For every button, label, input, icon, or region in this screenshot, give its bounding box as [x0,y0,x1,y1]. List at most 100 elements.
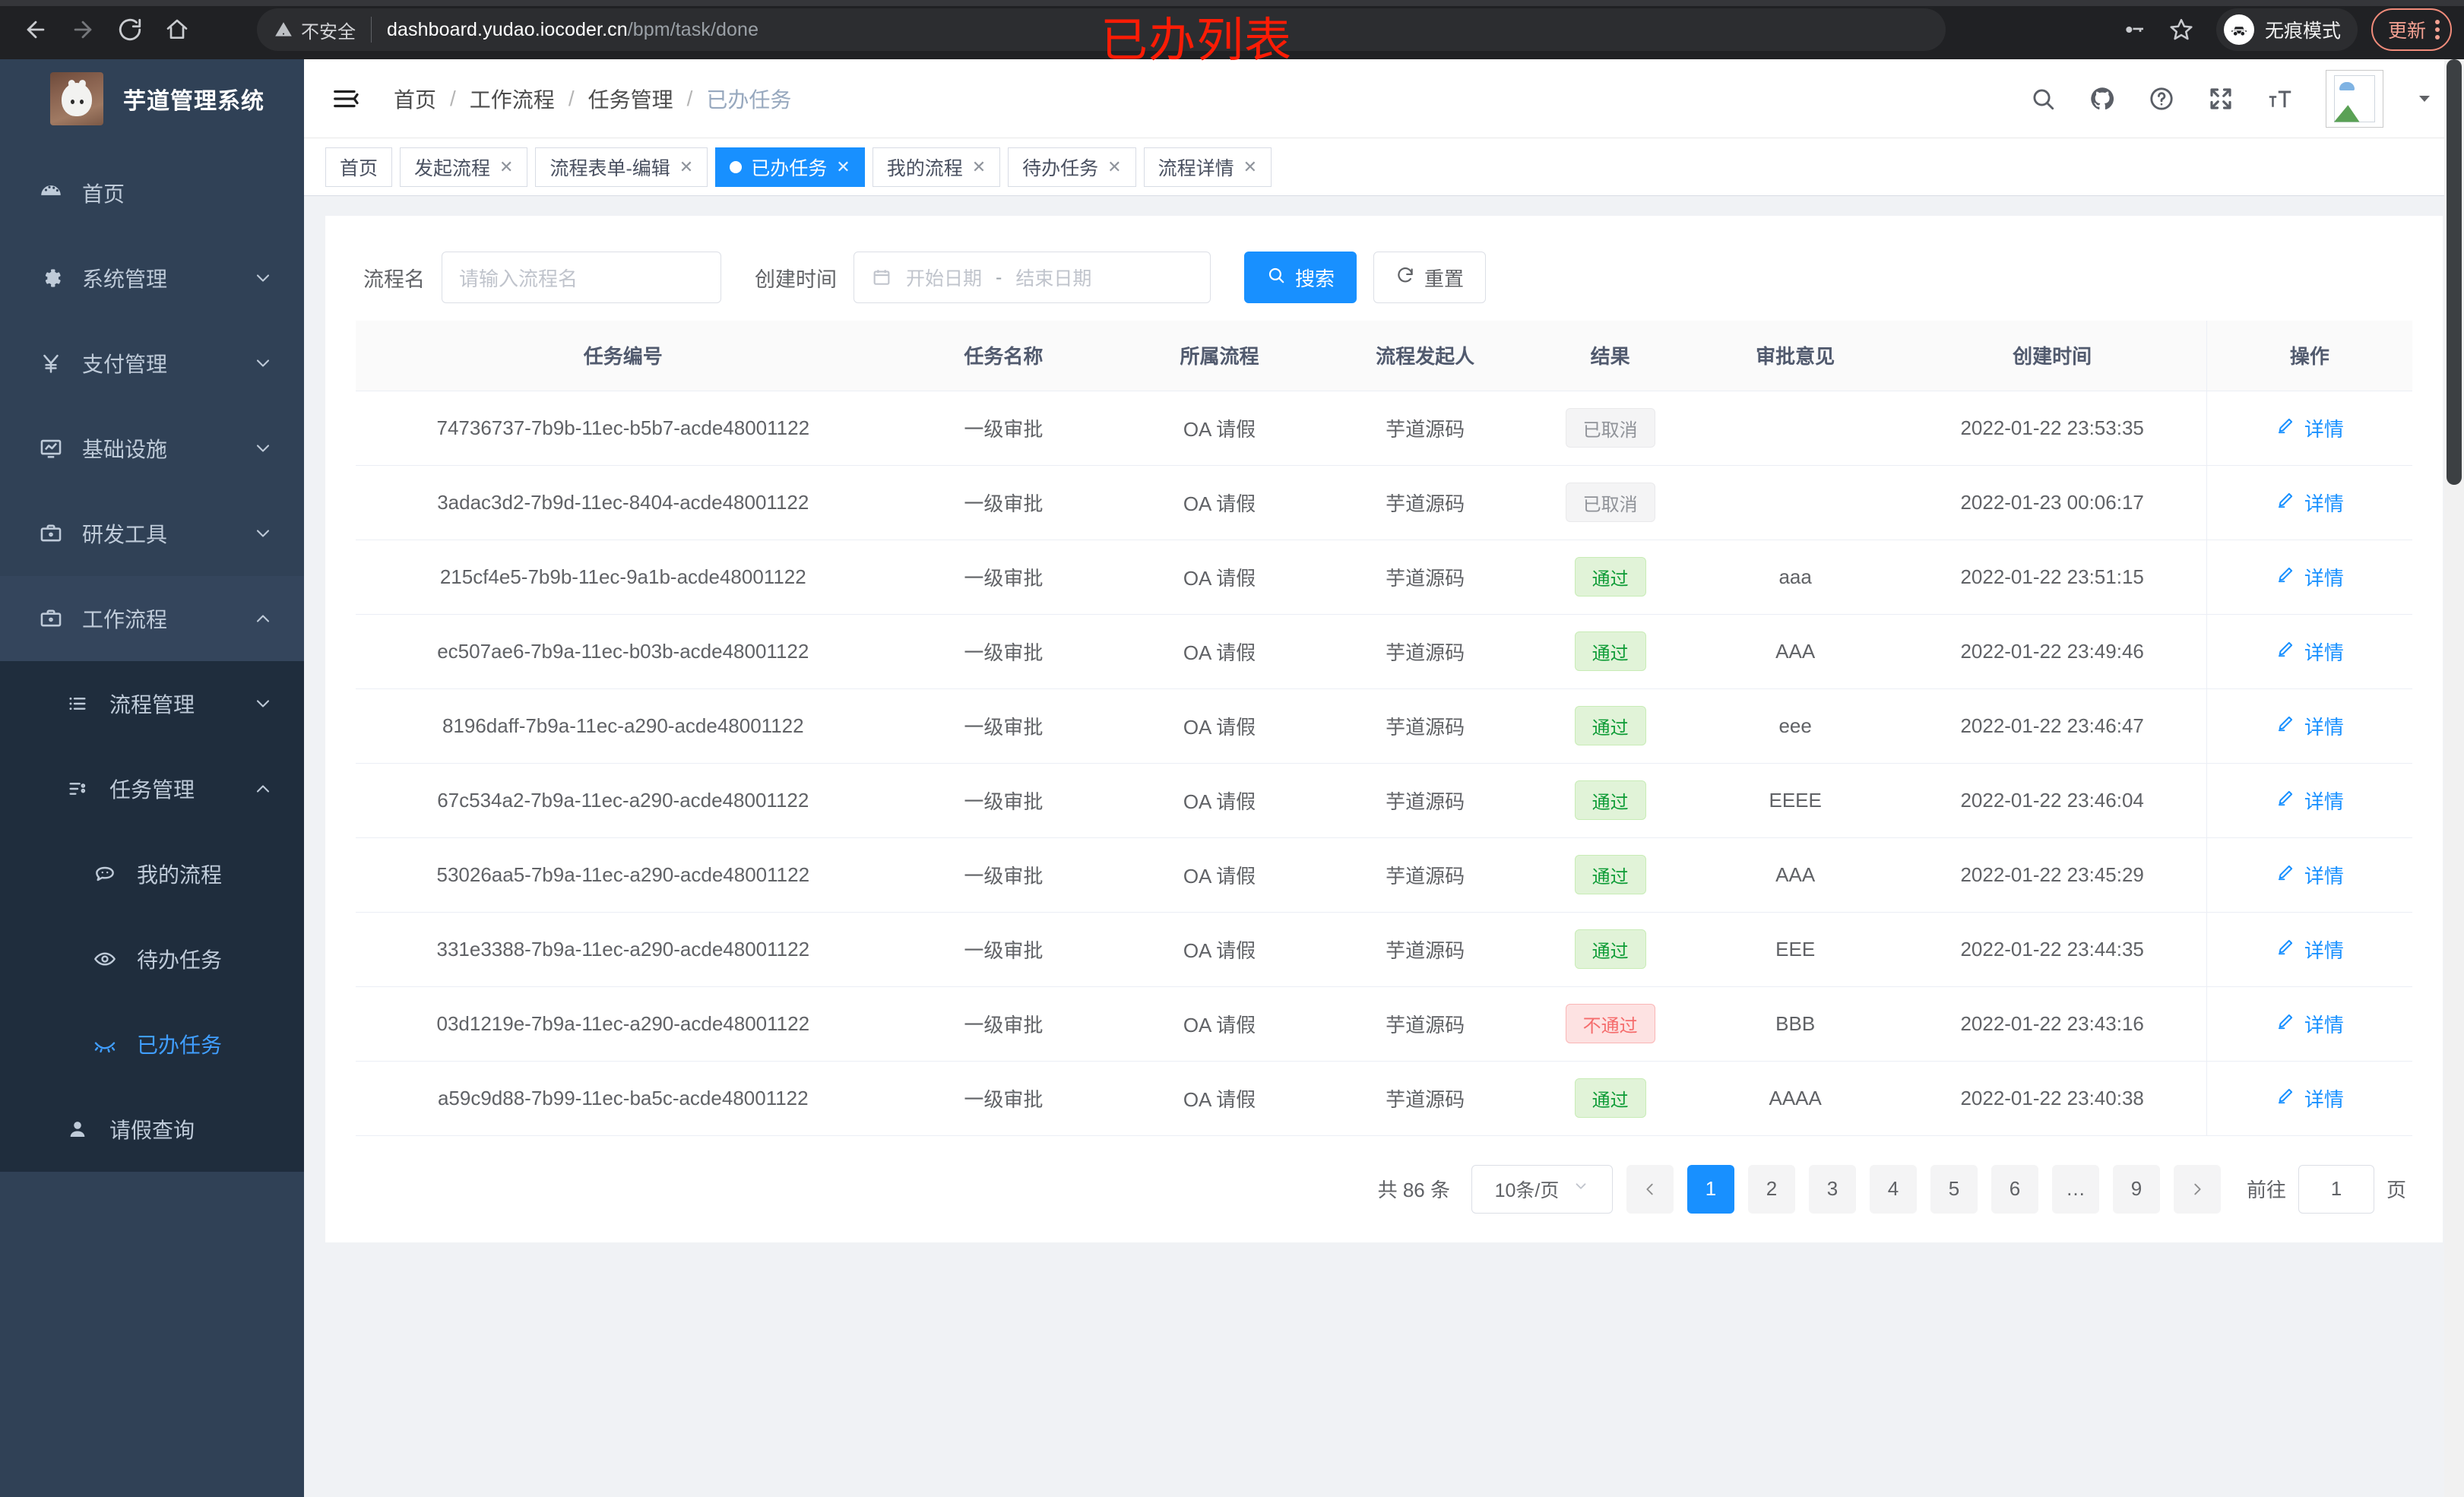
tab-process-detail[interactable]: 流程详情 ✕ [1143,147,1272,187]
detail-label: 详情 [2304,641,2344,664]
key-icon[interactable] [2113,8,2155,51]
reload-icon[interactable] [106,6,154,53]
scrollbar-thumb[interactable] [2447,59,2462,485]
hamburger-icon[interactable] [331,84,360,113]
cell-result: 通过 [1528,614,1693,689]
cell-task-id: 3adac3d2-7b9d-11ec-8404-acde48001122 [356,465,891,540]
detail-button[interactable]: 详情 [2276,935,2344,964]
pagination-page-3[interactable]: 3 [1808,1164,1856,1214]
pagination-page-9[interactable]: 9 [2112,1164,2160,1214]
incognito-indicator[interactable]: 无痕模式 [2215,8,2358,51]
help-circle-icon[interactable] [2148,85,2175,112]
sidebar-item-label: 任务管理 [109,778,195,802]
sidebar-item-leave-query[interactable]: 请假查询 [0,1087,304,1172]
detail-button[interactable]: 详情 [2276,1084,2344,1112]
search-button[interactable]: 搜索 [1244,252,1357,303]
tab-label: 我的流程 [886,157,963,179]
sidebar-item-my-process[interactable]: 我的流程 [0,831,304,916]
sidebar-item-infrastructure[interactable]: 基础设施 [0,406,304,491]
status-badge: 通过 [1574,557,1646,597]
pagination-next-button[interactable] [2173,1164,2221,1214]
cell-comment [1692,465,1899,540]
back-arrow-icon[interactable] [12,6,59,53]
status-badge: 通过 [1574,929,1646,969]
page-tabbar: 首页 发起流程 ✕ 流程表单-编辑 ✕ 已办任务 ✕ 我的流程 ✕ 待办任务 ✕… [304,138,2464,196]
table-row: 53026aa5-7b9a-11ec-a290-acde48001122 一级审批… [356,837,2412,913]
search-input[interactable]: 请输入流程名 [442,252,721,303]
chevron-down-icon[interactable] [2415,90,2434,108]
tab-home[interactable]: 首页 [325,147,393,187]
close-icon[interactable]: ✕ [499,157,514,176]
pagination-page-6[interactable]: 6 [1991,1164,2038,1214]
detail-button[interactable]: 详情 [2276,563,2344,591]
sidebar-item-process-management[interactable]: 流程管理 [0,661,304,746]
pagination-page-5[interactable]: 5 [1930,1164,1978,1214]
close-icon[interactable]: ✕ [971,157,987,176]
sidebar-item-workflow[interactable]: 工作流程 [0,576,304,661]
reset-button[interactable]: 重置 [1373,252,1487,303]
sidebar-item-dev-tools[interactable]: 研发工具 [0,491,304,576]
breadcrumb-separator: / [450,86,456,110]
pagination-page-…[interactable]: … [2051,1164,2099,1214]
font-size-icon[interactable] [2266,85,2294,112]
tab-process-form-edit[interactable]: 流程表单-编辑 ✕ [535,147,708,187]
cell-process: OA 请假 [1116,465,1322,540]
list-icon [65,692,109,716]
incognito-icon [2223,14,2254,45]
tab-todo-task[interactable]: 待办任务 ✕ [1008,147,1136,187]
detail-button[interactable]: 详情 [2276,861,2344,889]
close-icon[interactable]: ✕ [1243,157,1258,176]
cell-process: OA 请假 [1116,912,1322,987]
github-icon[interactable] [2089,85,2116,112]
sidebar-item-done-task[interactable]: 已办任务 [0,1002,304,1087]
detail-button[interactable]: 详情 [2276,638,2344,666]
pagination-page-1[interactable]: 1 [1686,1164,1734,1214]
brand[interactable]: 芋道管理系统 [0,59,304,138]
pencil-icon [2276,490,2295,515]
close-icon[interactable]: ✕ [679,157,694,176]
sidebar-item-payment-management[interactable]: 支付管理 [0,321,304,406]
close-icon[interactable]: ✕ [836,157,850,176]
jump-page-input[interactable]: 1 [2298,1164,2374,1214]
sidebar-item-todo-task[interactable]: 待办任务 [0,916,304,1002]
tab-start-process[interactable]: 发起流程 ✕ [400,147,528,187]
date-range-picker[interactable]: 开始日期 - 结束日期 [854,252,1211,303]
security-indicator[interactable]: 不安全 [274,17,356,43]
detail-button[interactable]: 详情 [2276,712,2344,740]
search-icon[interactable] [2029,85,2057,112]
update-button[interactable]: 更新 [2371,8,2452,51]
breadcrumb-item-workflow[interactable]: 工作流程 [469,87,555,112]
sidebar-item-system-management[interactable]: 系统管理 [0,236,304,321]
page-scrollbar[interactable] [2444,59,2464,1497]
home-icon[interactable] [154,6,201,53]
sidebar-item-home[interactable]: 首页 [0,150,304,236]
pagination-page-4[interactable]: 4 [1869,1164,1917,1214]
table-row: 03d1219e-7b9a-11ec-a290-acde48001122 一级审批… [356,986,2412,1062]
jump-suffix-label: 页 [2386,1179,2406,1201]
tab-my-process[interactable]: 我的流程 ✕ [872,147,1001,187]
start-date-placeholder: 开始日期 [906,268,983,290]
pagination-page-2[interactable]: 2 [1747,1164,1795,1214]
detail-label: 详情 [2304,715,2344,739]
close-icon[interactable]: ✕ [1107,157,1122,176]
detail-button[interactable]: 详情 [2276,786,2344,815]
breadcrumb-item-task-management[interactable]: 任务管理 [587,87,673,112]
tab-done-task[interactable]: 已办任务 ✕ [715,147,865,187]
kebab-menu-icon[interactable] [2435,20,2440,40]
detail-button[interactable]: 详情 [2276,489,2344,517]
forward-arrow-icon[interactable] [59,6,106,53]
detail-button[interactable]: 详情 [2276,414,2344,442]
cell-process: OA 请假 [1116,540,1322,615]
sidebar-item-task-management[interactable]: 任务管理 [0,746,304,831]
breadcrumb-item-home[interactable]: 首页 [394,87,437,112]
detail-button[interactable]: 详情 [2276,1010,2344,1038]
fullscreen-icon[interactable] [2207,85,2234,112]
cell-result: 通过 [1528,540,1693,615]
chevron-down-icon [252,267,274,289]
pencil-icon [2276,1086,2295,1111]
pagination-prev-button[interactable] [1626,1164,1674,1214]
avatar[interactable] [2326,69,2383,128]
page-size-select[interactable]: 10条/页 [1471,1164,1613,1214]
address-bar[interactable]: 不安全 dashboard.yudao.iocoder.cn/bpm/task/… [257,8,1946,51]
bookmark-star-icon[interactable] [2160,8,2203,51]
